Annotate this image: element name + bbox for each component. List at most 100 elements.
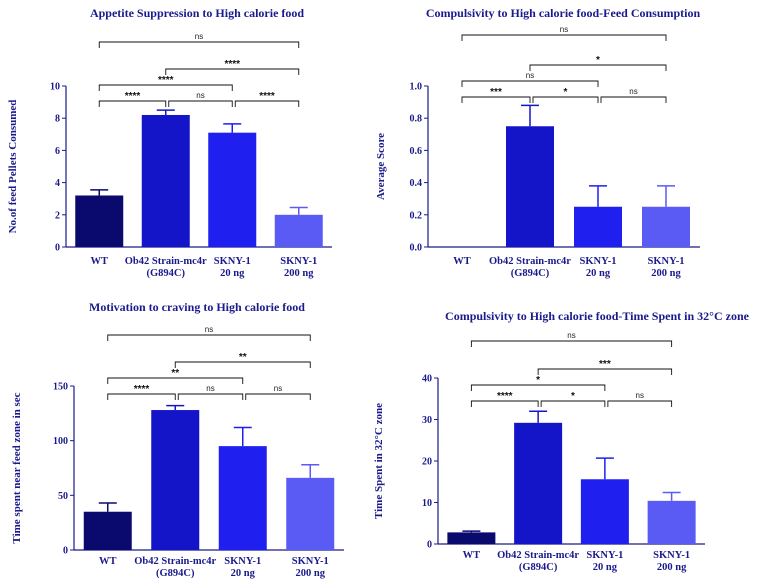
chart-title: Motivation to craving to High calorie fo… [89, 300, 305, 314]
significance-label: ns [636, 391, 644, 400]
bar [83, 511, 132, 550]
bar [218, 446, 267, 550]
significance-bracket [107, 393, 176, 400]
category-label-line: 200 ng [296, 568, 326, 579]
bar [447, 532, 496, 544]
significance-label: ns [567, 331, 575, 340]
y-axis-label: No.of feed Pellets Consumed [7, 100, 19, 234]
significance-bracket [107, 377, 244, 384]
y-tick-label: 0.8 [410, 114, 423, 125]
category-label: WT [463, 550, 481, 561]
y-tick-label: 6 [55, 146, 60, 157]
significance-label: ns [274, 384, 282, 393]
category-label-line: SKNY-1 [653, 550, 690, 561]
category-label: Ob42 Strain-mc4r (G894C) [497, 550, 579, 573]
significance-bracket [607, 400, 673, 407]
category-label: WT [453, 256, 471, 267]
category-label: SKNY-1 20 ng [586, 550, 623, 573]
y-tick-label: 0.6 [410, 146, 423, 157]
y-tick-label: 0 [63, 546, 68, 557]
bar [75, 195, 124, 247]
bar [580, 479, 629, 544]
significance-bracket [532, 96, 599, 103]
significance-bracket [540, 400, 606, 407]
chart-2: Compulsivity to High calorie food-Feed C… [375, 6, 700, 279]
y-tick-label: 8 [55, 114, 60, 125]
significance-label: **** [158, 75, 174, 86]
category-label-line: 20 ng [593, 562, 618, 573]
significance-label: **** [497, 391, 513, 402]
category-label-line: SKNY-1 [214, 256, 251, 267]
chart-title: Compulsivity to High calorie food-Feed C… [426, 6, 701, 20]
y-tick-label: 2 [55, 210, 60, 221]
bar [141, 114, 190, 247]
significance-label: ns [196, 91, 204, 100]
category-label-line: SKNY-1 [580, 256, 617, 267]
chart-title: Appetite Suppression to High calorie foo… [90, 6, 304, 20]
chart-1: Appetite Suppression to High calorie foo… [7, 6, 332, 279]
significance-bracket [470, 384, 606, 391]
category-label-line: (G894C) [511, 268, 550, 279]
significance-label: ** [171, 368, 179, 379]
significance-bracket [537, 368, 673, 375]
bar [574, 206, 622, 247]
bar [514, 422, 563, 544]
category-label-line: Ob42 Strain-mc4r [489, 256, 571, 267]
significance-bracket [461, 80, 599, 87]
chart-4: Compulsivity to High calorie food-Time S… [373, 309, 750, 573]
y-tick-label: 10 [50, 82, 60, 93]
bar [506, 126, 554, 247]
category-label: SKNY-1 20 ng [224, 556, 261, 579]
category-label: WT [99, 556, 117, 567]
category-label-line: Ob42 Strain-mc4r [134, 556, 216, 567]
y-tick-label: 40 [422, 374, 432, 385]
category-label-line: 200 ng [657, 562, 687, 573]
category-label-line: Ob42 Strain-mc4r [125, 256, 207, 267]
category-label-line: Ob42 Strain-mc4r [497, 550, 579, 561]
category-label: SKNY-1 20 ng [214, 256, 251, 279]
significance-bracket [168, 100, 233, 107]
y-tick-label: 0 [427, 540, 432, 551]
significance-bracket [600, 96, 667, 103]
y-axis-label: Time spent near feed zone in sec [11, 392, 23, 543]
category-label-line: WT [99, 556, 117, 567]
significance-bracket [470, 400, 539, 407]
category-label: WT [90, 256, 108, 267]
category-label: SKNY-1 200 ng [292, 556, 329, 579]
bar [647, 500, 696, 544]
chart-title: Compulsivity to High calorie food-Time S… [445, 309, 750, 323]
category-label-line: (G894C) [147, 268, 186, 279]
category-label: Ob42 Strain-mc4r (G894C) [489, 256, 571, 279]
category-label-line: SKNY-1 [224, 556, 261, 567]
significance-label: * [536, 375, 540, 386]
significance-bracket [107, 334, 311, 341]
y-tick-label: 100 [53, 436, 68, 447]
significance-bracket [470, 340, 673, 347]
chart-3: Motivation to craving to High calorie fo… [11, 300, 344, 579]
significance-label: ns [205, 325, 213, 334]
category-label: Ob42 Strain-mc4r (G894C) [125, 256, 207, 279]
significance-label: ns [560, 25, 568, 34]
category-label-line: 20 ng [220, 268, 245, 279]
y-tick-label: 0 [55, 243, 60, 254]
significance-label: ns [195, 32, 203, 41]
y-tick-label: 20 [422, 457, 432, 468]
significance-bracket [529, 64, 667, 71]
y-tick-label: 50 [58, 491, 68, 502]
significance-bracket [461, 96, 531, 103]
category-label: SKNY-1 200 ng [280, 256, 317, 279]
significance-label: ns [526, 71, 534, 80]
y-axis-label: Average Score [375, 133, 387, 200]
category-label-line: 20 ng [231, 568, 256, 579]
significance-bracket [174, 361, 311, 368]
significance-bracket [165, 68, 300, 75]
significance-label: * [596, 55, 600, 66]
bar [274, 214, 323, 247]
category-label-line: 200 ng [651, 268, 681, 279]
y-axis-label: Time Spent in 32°C zone [373, 403, 385, 519]
significance-bracket [234, 100, 300, 107]
significance-bracket [177, 393, 244, 400]
bar [208, 132, 257, 247]
category-label-line: SKNY-1 [586, 550, 623, 561]
y-tick-label: 0.4 [410, 178, 423, 189]
